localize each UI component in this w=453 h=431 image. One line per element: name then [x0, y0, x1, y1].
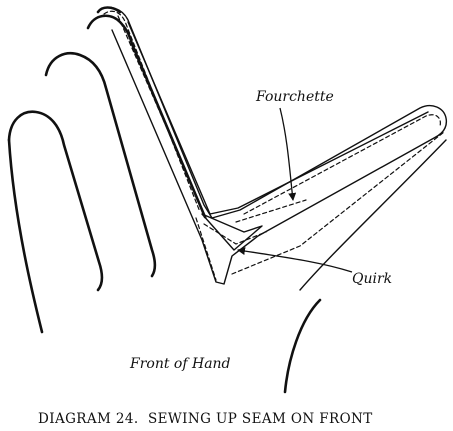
fourchette-pointer	[279, 107, 297, 201]
fourchette-outer	[99, 6, 448, 285]
ring-finger-outline	[44, 52, 157, 278]
fourchette-label: Fourchette	[255, 89, 334, 105]
seam-line-fourchette	[243, 114, 441, 215]
little-finger-outline	[7, 110, 104, 292]
seam-line-fourchette-lower	[235, 199, 307, 223]
fourchette-inner	[127, 21, 429, 215]
diagram-caption: DIAGRAM 24. SEWING UP SEAM ON FRONT	[38, 411, 373, 427]
palm-left-outline	[7, 138, 44, 334]
quirk-label: Quirk	[352, 271, 392, 287]
front-of-hand-label: Front of Hand	[129, 356, 231, 372]
seam-line-finger	[103, 10, 201, 213]
seam-line-thumb	[231, 131, 445, 275]
seam-line-quirk	[203, 223, 267, 245]
middle-finger-outline	[86, 14, 207, 219]
quirk-pointer	[237, 247, 353, 273]
seam-line-finger-inner	[117, 15, 207, 219]
thumb-strip	[299, 139, 447, 291]
seam-line-left-vertical	[195, 217, 217, 281]
palm-bottom-outline	[283, 298, 322, 394]
quirk-outline	[201, 213, 263, 251]
